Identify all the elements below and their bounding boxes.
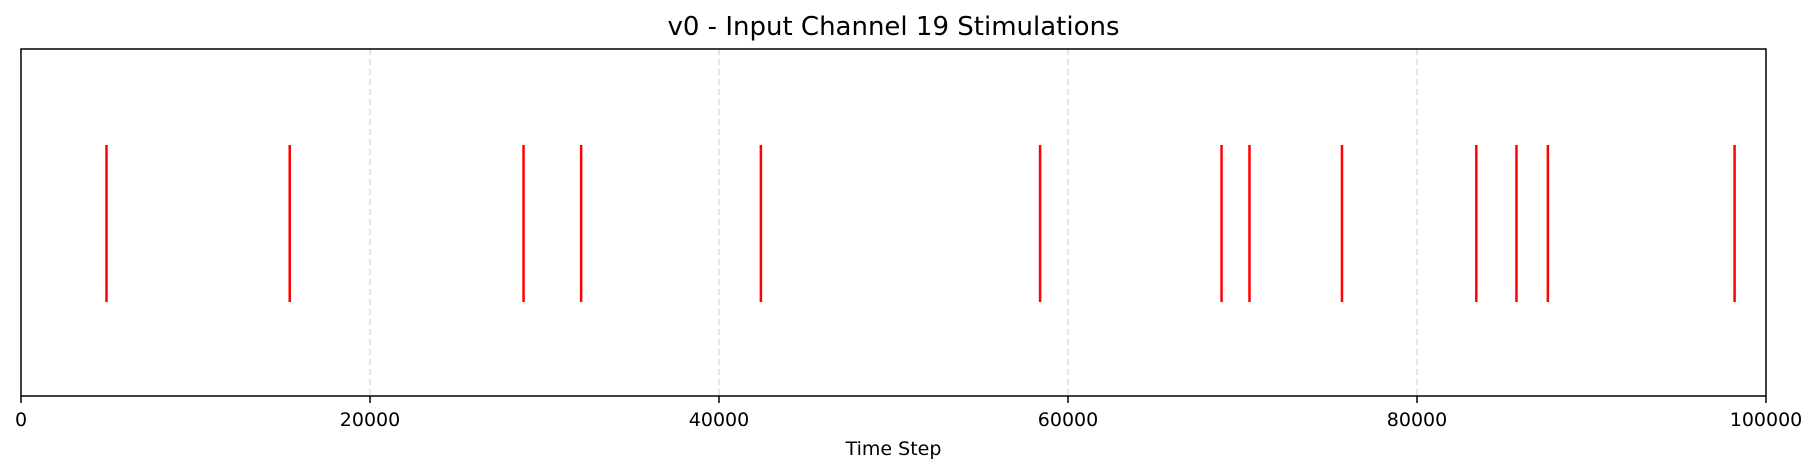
x-axis-label: Time Step (845, 438, 942, 460)
x-tick-label: 100000 (1730, 409, 1803, 431)
x-axis-ticks: 0 20000 40000 60000 80000 100000 (15, 396, 1802, 431)
x-tick-label: 40000 (689, 409, 749, 431)
plot-frame (20, 48, 1767, 397)
x-tick-label: 60000 (1038, 409, 1098, 431)
x-tick-label: 0 (15, 409, 27, 431)
event-markers (105, 145, 1736, 302)
x-grid-lines (369, 49, 1418, 396)
x-tick-label: 80000 (1387, 409, 1447, 431)
x-tick-label: 20000 (340, 409, 400, 431)
chart-title: v0 - Input Channel 19 Stimulations (667, 12, 1119, 42)
